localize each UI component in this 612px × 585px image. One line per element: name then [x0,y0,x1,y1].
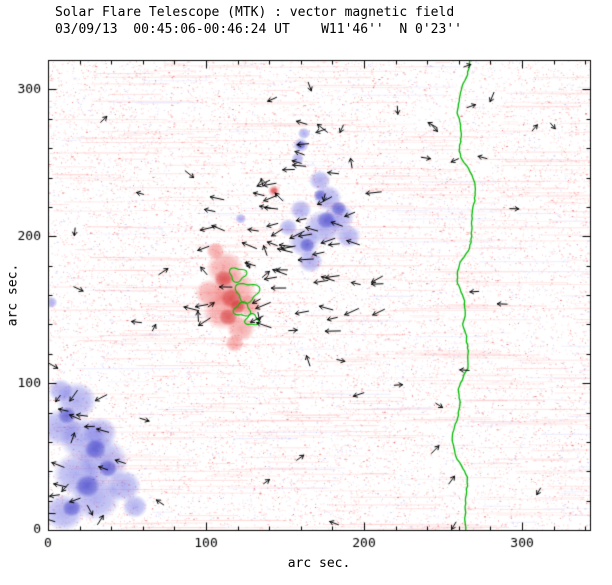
chart-subtitle: 03/09/13 00:45:06-00:46:24 UT W11'46'' N… [55,22,462,37]
x-axis-label: arc sec. [287,556,351,571]
chart-title: Solar Flare Telescope (MTK) : vector mag… [55,5,455,20]
y-axis-label: arc sec. [5,263,21,327]
